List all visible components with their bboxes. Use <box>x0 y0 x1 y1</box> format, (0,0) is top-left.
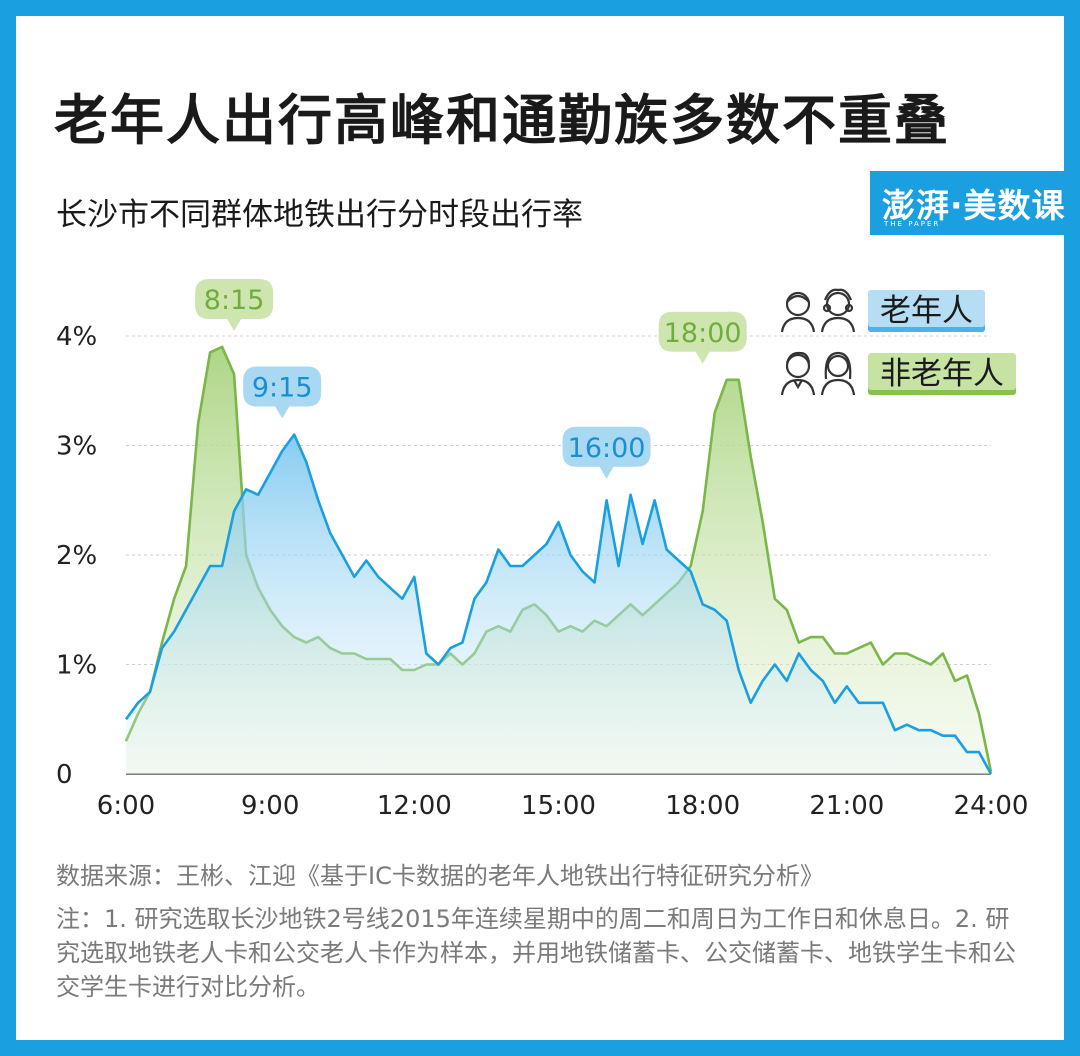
x-tick-label: 6:00 <box>97 791 155 821</box>
peak-callout-label: 9:15 <box>252 373 313 404</box>
peak-callout-label: 8:15 <box>204 285 265 316</box>
y-tick-label: 0 <box>56 760 73 790</box>
x-tick-label: 24:00 <box>954 791 1029 821</box>
x-tick-label: 9:00 <box>241 791 299 821</box>
footnote: 注：1. 研究选取长沙地铁2号线2015年连续星期中的周二和周日为工作日和休息日… <box>56 905 1016 1001</box>
legend-label-non-elderly: 非老年人 <box>868 353 1016 395</box>
data-source: 数据来源：王彬、江迎《基于IC卡数据的老年人地铁出行特征研究分析》 <box>56 862 824 890</box>
infographic-card: 老年人出行高峰和通勤族多数不重叠 长沙市不同群体地铁出行分时段出行率 澎湃·美数… <box>16 16 1066 1040</box>
peak-callout <box>562 426 651 479</box>
x-tick-label: 21:00 <box>809 791 884 821</box>
area-chart: 0 1% 2% 3% 4% 6:00 9:00 12:00 15:00 18:00 21:00 24:… <box>56 278 1029 821</box>
x-tick-label: 18:00 <box>665 791 740 821</box>
adult-people-icon <box>780 351 856 396</box>
x-tick-label: 15:00 <box>521 791 596 821</box>
y-tick-label: 4% <box>56 322 97 352</box>
peak-callout-label: 16:00 <box>568 433 646 464</box>
chart-title: 老年人出行高峰和通勤族多数不重叠 <box>54 89 950 152</box>
brand-logo: 澎湃·美数课 THE PAPER <box>870 171 1066 235</box>
x-tick-label: 12:00 <box>377 791 452 821</box>
series-area-elderly <box>126 434 991 774</box>
peak-callout <box>658 311 747 364</box>
chart-subtitle: 长沙市不同群体地铁出行分时段出行率 <box>56 197 583 233</box>
y-tick-label: 3% <box>56 432 97 462</box>
legend-label-elderly: 老年人 <box>868 290 985 332</box>
y-tick-label: 1% <box>56 651 97 681</box>
brand-name: 澎湃·美数课 <box>882 186 1066 225</box>
peak-callout <box>243 366 322 419</box>
brand-sub: THE PAPER <box>884 220 941 228</box>
series-line-elderly <box>124 433 993 775</box>
elderly-people-icon <box>780 288 856 333</box>
y-tick-label: 2% <box>56 541 97 571</box>
peak-callout <box>195 278 274 331</box>
peak-callout-label: 18:00 <box>664 318 742 349</box>
